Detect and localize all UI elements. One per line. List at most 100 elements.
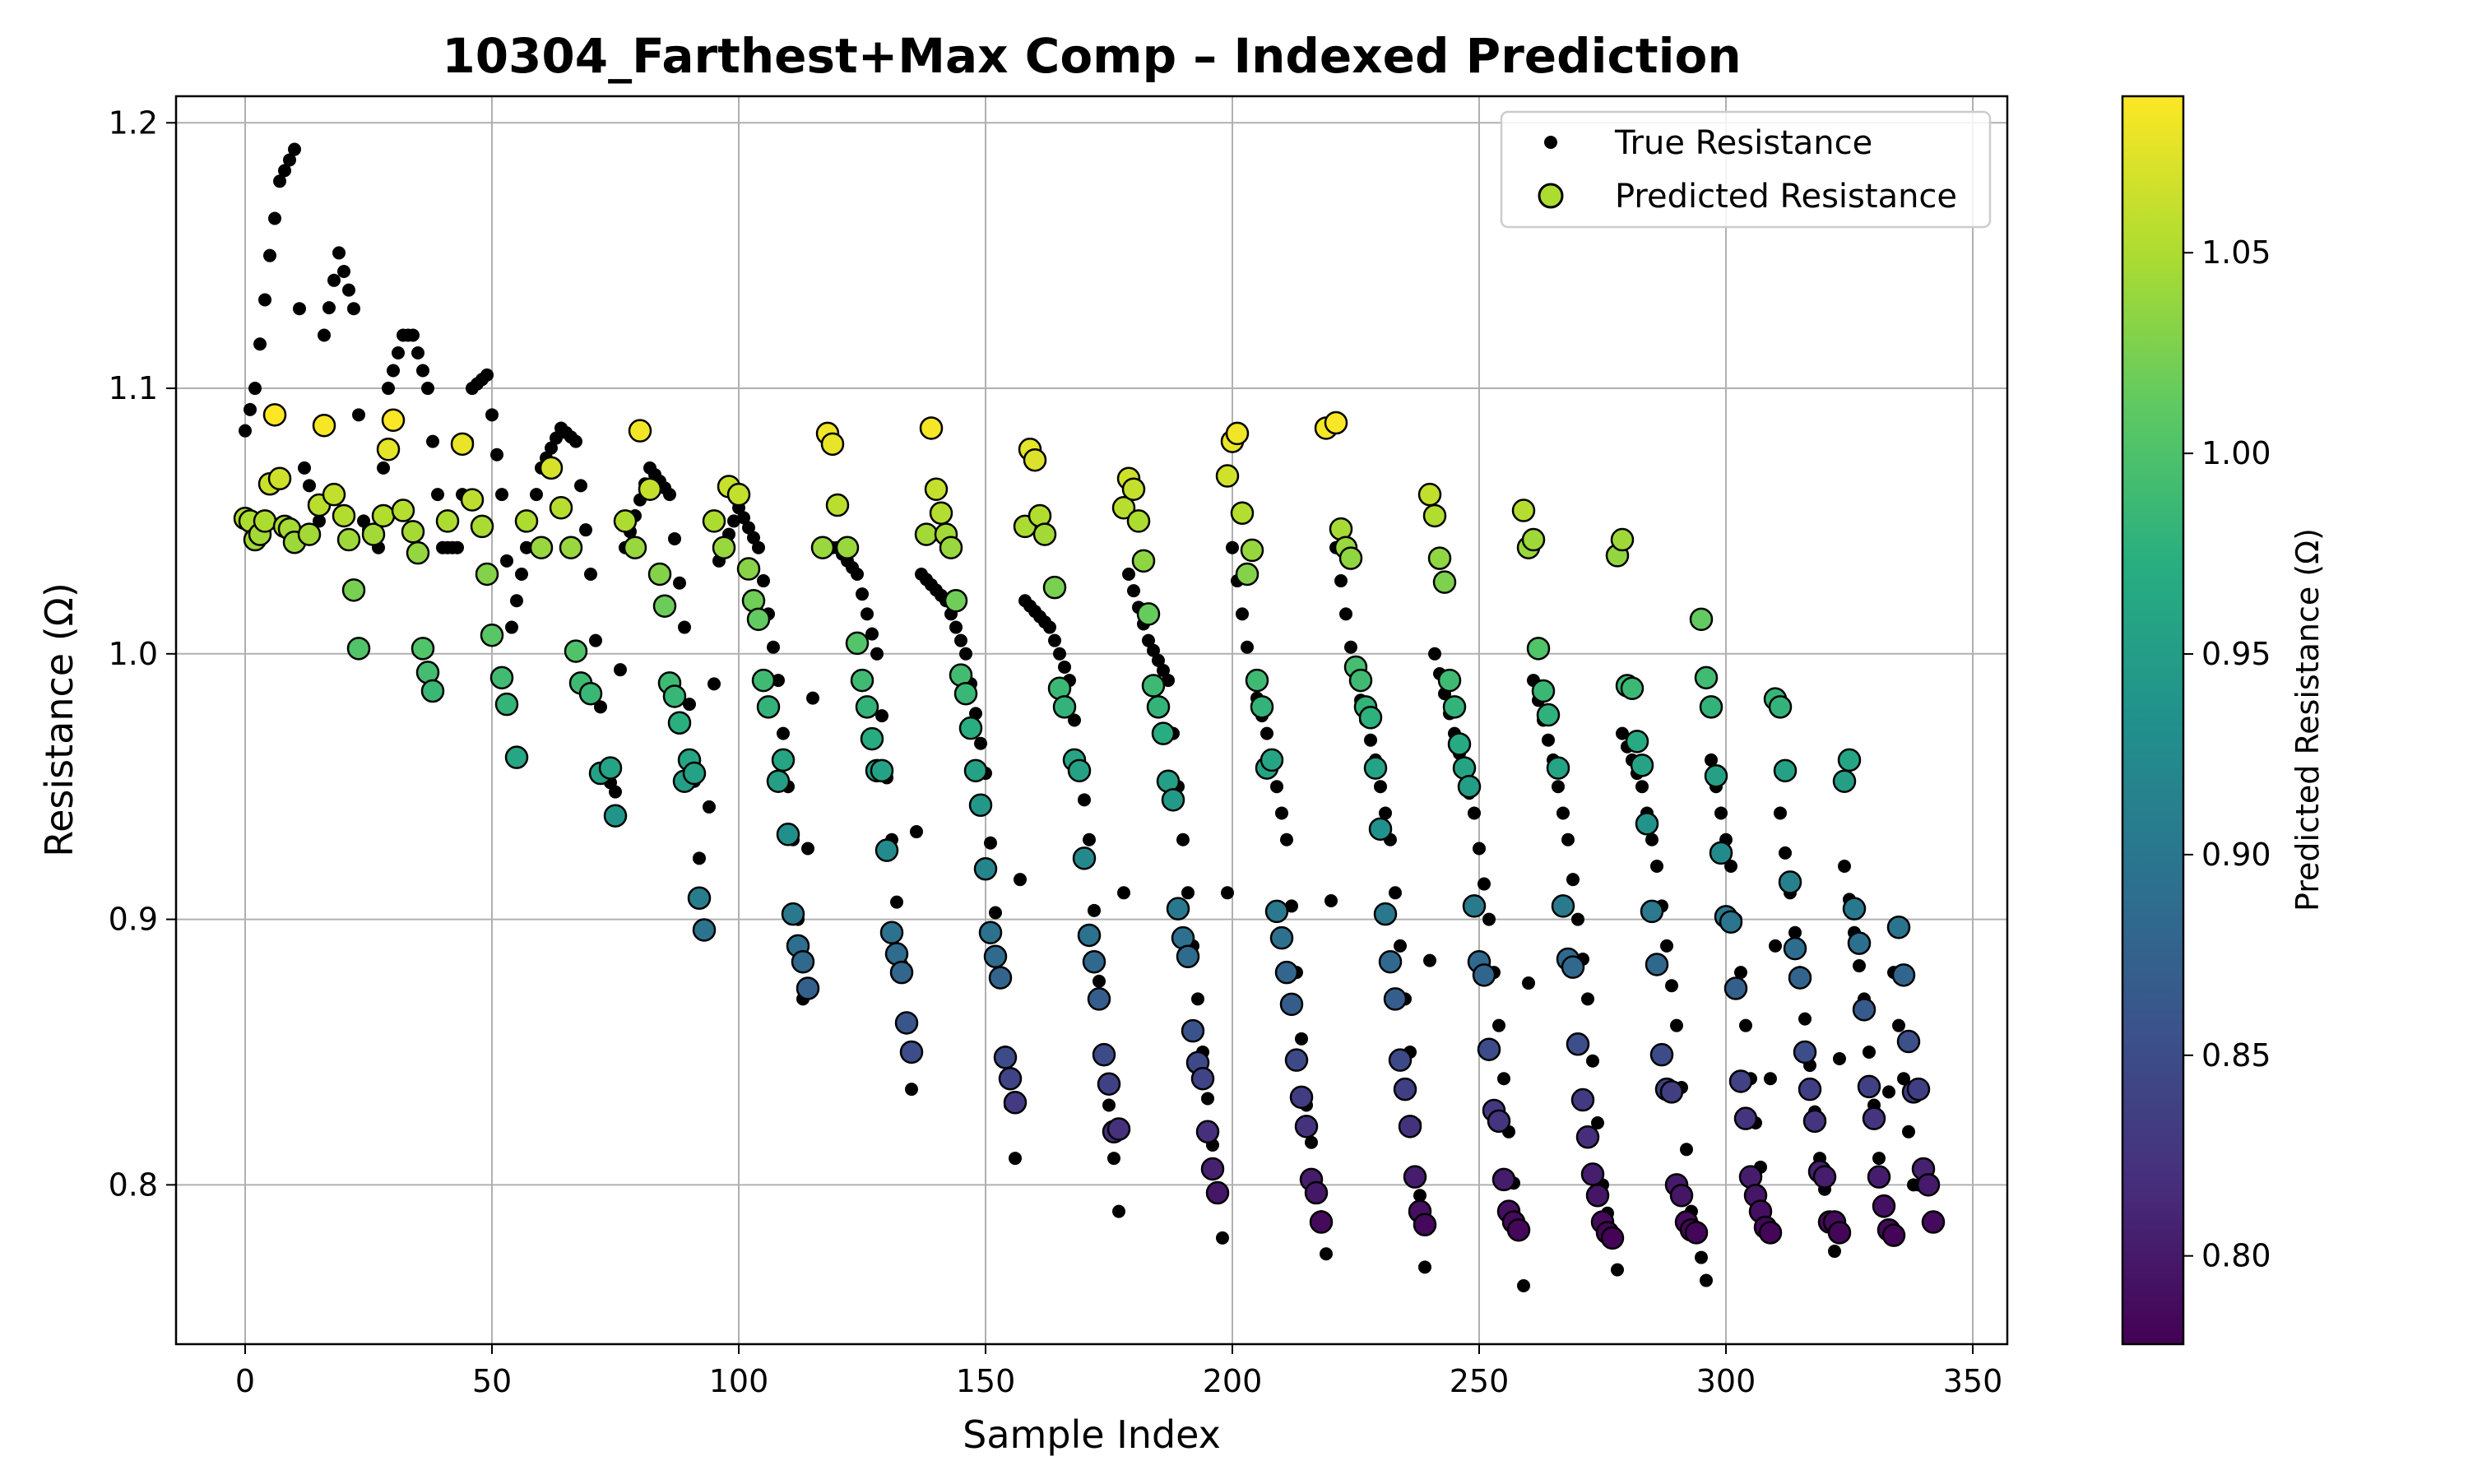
true-resistance-point: [1552, 780, 1565, 794]
true-resistance-point: [1260, 726, 1273, 740]
true-resistance-point: [589, 633, 602, 647]
true-resistance-point: [411, 346, 424, 360]
true-resistance-point: [668, 531, 681, 545]
true-resistance-point: [737, 511, 750, 525]
predicted-resistance-point: [1378, 949, 1403, 974]
predicted-resistance-point: [1195, 1120, 1220, 1144]
true-resistance-point: [1705, 753, 1718, 767]
colorbar-label: Predicted Resistance (Ω): [2289, 528, 2326, 911]
predicted-resistance-point: [1106, 1117, 1131, 1141]
true-resistance-point: [757, 574, 770, 588]
true-resistance-point: [495, 488, 508, 502]
x-tick-label: 100: [709, 1363, 769, 1399]
true-resistance-point: [1226, 540, 1239, 554]
predicted-resistance-point: [1635, 812, 1659, 836]
true-resistance-point: [569, 434, 582, 448]
true-resistance-point: [1616, 726, 1629, 740]
true-resistance-point: [678, 620, 691, 634]
true-resistance-point: [1764, 1072, 1777, 1086]
predicted-resistance-point: [1417, 482, 1442, 507]
predicted-resistance-point: [1842, 897, 1867, 921]
true-resistance-point: [239, 424, 252, 438]
true-resistance-point: [772, 674, 785, 688]
predicted-resistance-point: [1442, 695, 1467, 719]
true-resistance-point: [480, 368, 494, 382]
predicted-resistance-point: [1082, 949, 1106, 974]
predicted-resistance-point: [361, 522, 386, 546]
predicted-resistance-point: [1600, 1226, 1625, 1250]
true-resistance-point: [1176, 832, 1190, 846]
true-resistance-point: [283, 153, 296, 167]
true-resistance-point: [1413, 1189, 1427, 1203]
predicted-resistance-point: [1689, 607, 1714, 632]
predicted-resistance-point: [1536, 703, 1561, 727]
true-resistance-point: [1236, 607, 1249, 621]
true-resistance-point: [1379, 806, 1392, 820]
true-resistance-point: [747, 531, 760, 545]
predicted-resistance-point: [1561, 955, 1585, 979]
true-resistance-point: [861, 607, 874, 621]
true-resistance-point: [579, 523, 592, 537]
true-resistance-point: [989, 906, 1002, 920]
predicted-resistance-point: [1289, 1085, 1314, 1110]
predicted-resistance-point: [692, 918, 717, 942]
predicted-resistance-point: [1245, 668, 1269, 693]
predicted-resistance-point: [1166, 897, 1190, 921]
true-resistance-point: [1478, 877, 1491, 891]
predicted-resistance-point: [939, 536, 963, 559]
predicted-resistance-point: [401, 520, 425, 544]
true-resistance-point: [1468, 806, 1481, 820]
predicted-resistance-point: [1546, 756, 1570, 780]
predicted-resistance-point: [253, 509, 277, 533]
true-resistance-point: [313, 514, 326, 528]
predicted-resistance-point: [346, 637, 371, 661]
predicted-resistance-point: [435, 509, 460, 533]
true-resistance-point: [342, 283, 355, 297]
predicted-resistance-point: [1506, 1217, 1531, 1242]
true-resistance-point: [1670, 1018, 1683, 1032]
predicted-resistance-point: [776, 823, 800, 846]
true-resistance-point: [806, 691, 819, 705]
predicted-resistance-point: [1645, 953, 1669, 976]
predicted-resistance-point: [1798, 1077, 1822, 1101]
true-resistance-point: [910, 825, 923, 839]
predicted-resistance-point: [1575, 1125, 1600, 1149]
predicted-resistance-point: [1052, 695, 1077, 719]
predicted-resistance-point: [1699, 695, 1723, 719]
plot-frame: [174, 95, 2009, 1346]
predicted-resistance-point: [1620, 676, 1645, 701]
predicted-resistance-point: [726, 482, 751, 507]
predicted-resistance-point: [267, 466, 292, 491]
true-resistance-point: [1714, 806, 1728, 820]
true-resistance-point: [244, 402, 257, 416]
predicted-resistance-point: [1580, 1162, 1605, 1186]
predicted-resistance-point: [381, 408, 406, 433]
predicted-resistance-point: [1284, 1048, 1309, 1072]
predicted-resistance-point: [1812, 1165, 1837, 1189]
true-resistance-point: [1280, 832, 1293, 846]
predicted-resistance-point: [1087, 987, 1111, 1011]
predicted-resistance-point: [1176, 944, 1200, 969]
true-resistance-point: [1295, 1032, 1308, 1046]
predicted-resistance-point: [1921, 1210, 1946, 1234]
predicted-resistance-point: [1630, 754, 1654, 777]
true-resistance-point: [727, 514, 740, 528]
predicted-resistance-point: [736, 557, 761, 581]
predicted-resistance-point: [1862, 1106, 1886, 1130]
legend-predicted-marker: [1538, 183, 1564, 209]
predicted-resistance-point: [687, 886, 712, 911]
true-resistance-point: [1216, 1231, 1229, 1245]
x-tick-label: 350: [1943, 1363, 2003, 1399]
true-resistance-point: [1665, 979, 1678, 993]
predicted-resistance-point: [480, 623, 504, 647]
predicted-resistance-point: [667, 711, 692, 735]
true-resistance-point: [352, 408, 365, 422]
true-resistance-point: [1344, 640, 1357, 654]
predicted-resistance-point: [1324, 410, 1348, 435]
predicted-resistance-point: [963, 758, 988, 783]
predicted-resistance-point: [647, 562, 672, 587]
predicted-resistance-point: [1388, 1048, 1413, 1072]
true-resistance-point: [510, 594, 523, 608]
true-resistance-point: [767, 640, 780, 654]
